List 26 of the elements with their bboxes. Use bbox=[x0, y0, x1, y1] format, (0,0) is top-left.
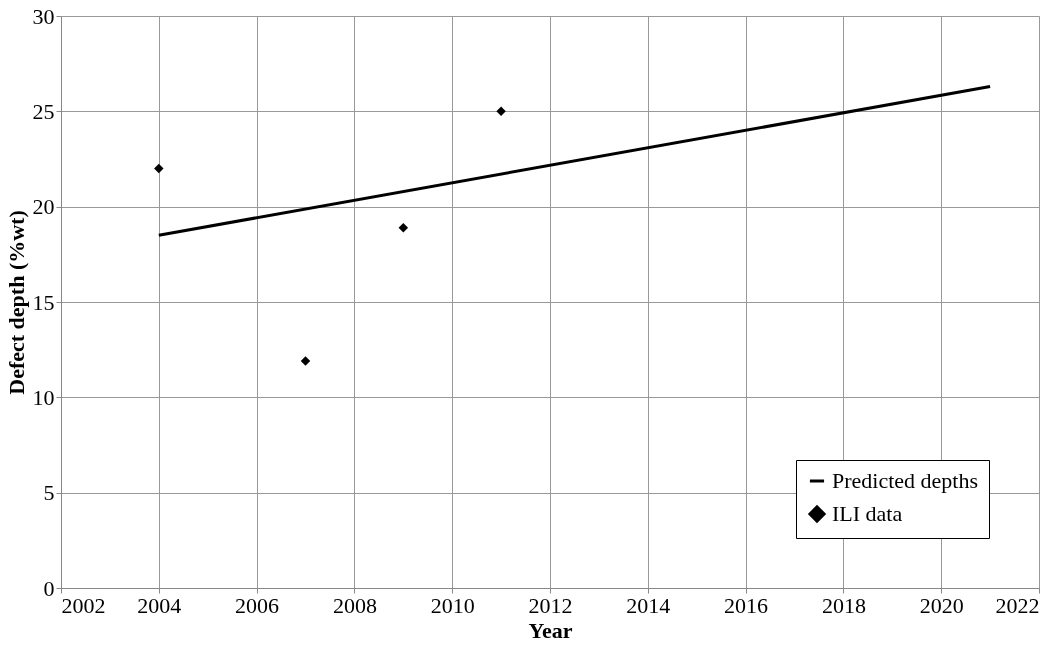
y-tick-label: 5 bbox=[43, 480, 55, 506]
y-tick-label: 30 bbox=[32, 3, 55, 29]
x-tick-label: 2008 bbox=[332, 592, 377, 618]
x-tick-label: 2016 bbox=[724, 592, 769, 618]
point bbox=[300, 356, 311, 366]
y-tick-label: 0 bbox=[43, 575, 55, 601]
x-tick-label: 2004 bbox=[137, 592, 182, 618]
y-tick-label: 15 bbox=[32, 289, 55, 315]
y-tick-label: 20 bbox=[32, 194, 55, 220]
point bbox=[398, 222, 409, 233]
y-tick-label: 10 bbox=[32, 384, 55, 410]
point bbox=[154, 163, 164, 174]
legend-label: ILI data bbox=[832, 501, 903, 526]
point bbox=[496, 106, 506, 117]
x-tick-label: 2020 bbox=[919, 592, 964, 618]
x-tick-label: 2002 bbox=[61, 592, 106, 618]
y-tick-label: 25 bbox=[32, 98, 55, 124]
x-tick-label: 2012 bbox=[528, 592, 573, 618]
x-tick-label: 2022 bbox=[995, 592, 1040, 618]
legend-label: Predicted depths bbox=[832, 468, 979, 493]
x-tick-label: 2018 bbox=[821, 592, 866, 618]
x-tick-label: 2006 bbox=[235, 592, 280, 618]
x-axis-title: Year bbox=[528, 617, 573, 643]
x-tick-label: 2014 bbox=[626, 592, 671, 618]
y-axis-title: Defect depth (%wt) bbox=[3, 210, 29, 395]
x-tick-label: 2010 bbox=[430, 592, 475, 618]
